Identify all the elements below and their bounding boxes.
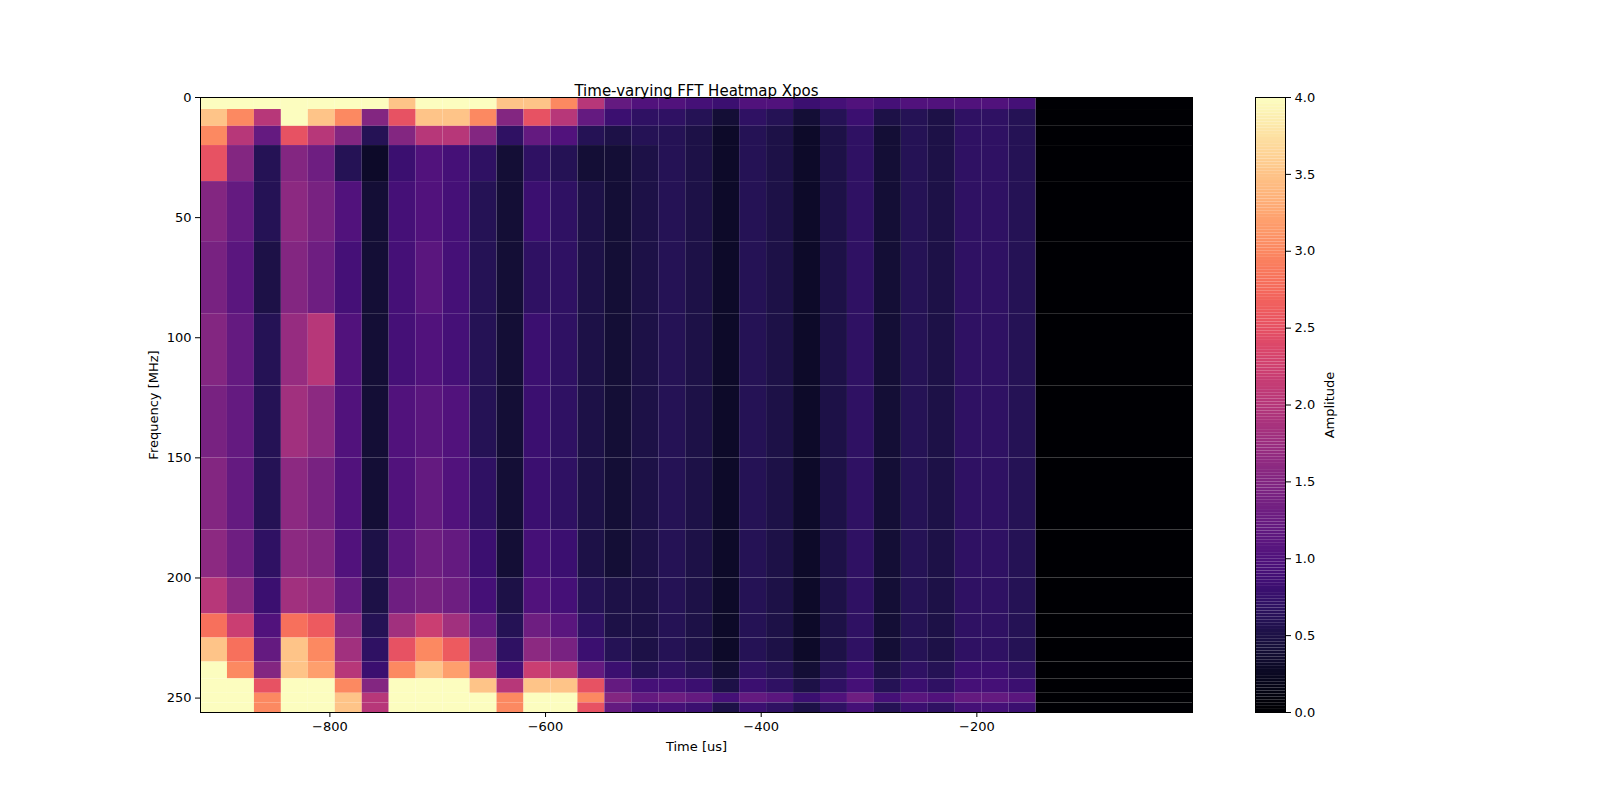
svg-text:2.0: 2.0 (1295, 397, 1316, 412)
svg-text:3.0: 3.0 (1295, 243, 1316, 258)
svg-text:−400: −400 (743, 719, 779, 734)
svg-text:200: 200 (167, 570, 192, 585)
svg-text:Time-varying FFT Heatmap Xpos: Time-varying FFT Heatmap Xpos (573, 82, 818, 100)
svg-text:0.0: 0.0 (1295, 705, 1316, 720)
svg-text:−600: −600 (528, 719, 564, 734)
svg-text:1.0: 1.0 (1295, 551, 1316, 566)
svg-text:0: 0 (183, 90, 191, 105)
svg-text:Frequency [MHz]: Frequency [MHz] (146, 350, 161, 459)
svg-text:150: 150 (167, 450, 192, 465)
svg-text:Time [us]: Time [us] (665, 739, 727, 754)
svg-text:3.5: 3.5 (1295, 167, 1316, 182)
svg-text:50: 50 (175, 210, 192, 225)
svg-text:−200: −200 (959, 719, 995, 734)
svg-text:1.5: 1.5 (1295, 474, 1316, 489)
svg-text:4.0: 4.0 (1295, 90, 1316, 105)
svg-text:250: 250 (167, 690, 192, 705)
svg-text:100: 100 (167, 330, 192, 345)
svg-text:2.5: 2.5 (1295, 320, 1316, 335)
svg-text:0.5: 0.5 (1295, 628, 1316, 643)
svg-text:−800: −800 (312, 719, 348, 734)
svg-text:Amplitude: Amplitude (1322, 372, 1337, 439)
